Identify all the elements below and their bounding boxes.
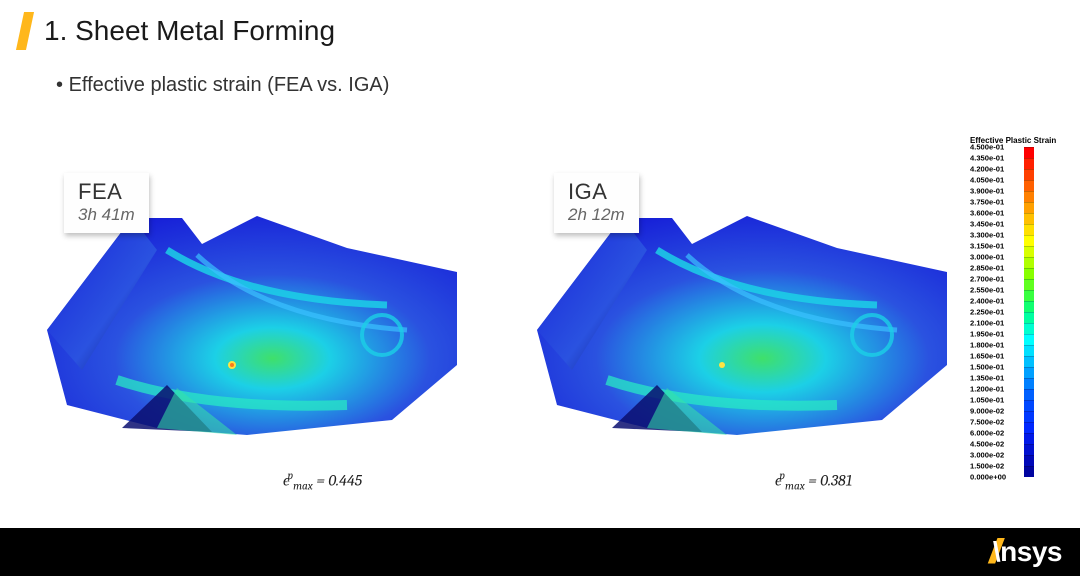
iga-panel: IGA 2h 12m	[502, 155, 972, 495]
iga-eps-caption: ϵpmax = 0.381	[775, 469, 852, 493]
legend-swatch	[1024, 257, 1034, 268]
ansys-logo: //\nsys	[989, 533, 1062, 572]
legend-swatch	[1024, 455, 1034, 466]
legend-swatch	[1024, 389, 1034, 400]
eps-value: = 0.381	[808, 472, 852, 490]
legend-swatch	[1024, 378, 1034, 389]
legend-swatch	[1024, 301, 1034, 312]
legend-swatch	[1024, 400, 1034, 411]
legend-value: 2.250e-01	[970, 308, 1020, 316]
comparison-content: FEA 3h 41m	[12, 155, 972, 495]
legend-value: 6.000e-02	[970, 429, 1020, 437]
fea-label-card: FEA 3h 41m	[64, 173, 149, 233]
legend-value: 3.900e-01	[970, 187, 1020, 195]
legend-value: 1.500e-01	[970, 363, 1020, 371]
legend-value: 1.500e-02	[970, 462, 1020, 470]
legend-swatch	[1024, 191, 1034, 202]
legend-swatch	[1024, 466, 1034, 477]
slide-title: 1. Sheet Metal Forming	[44, 15, 335, 47]
iga-label-card: IGA 2h 12m	[554, 173, 639, 233]
legend-value: 3.150e-01	[970, 242, 1020, 250]
legend-value: 7.500e-02	[970, 418, 1020, 426]
legend-swatch	[1024, 268, 1034, 279]
legend-value: 2.400e-01	[970, 297, 1020, 305]
legend-value: 3.000e-01	[970, 253, 1020, 261]
slide-subtitle: Effective plastic strain (FEA vs. IGA)	[0, 50, 1080, 97]
legend-swatch	[1024, 279, 1034, 290]
legend-value: 1.800e-01	[970, 341, 1020, 349]
logo-text: \nsys	[993, 536, 1062, 568]
legend-value: 2.850e-01	[970, 264, 1020, 272]
legend-swatch	[1024, 367, 1034, 378]
iga-contour-plot	[517, 210, 957, 445]
legend-value: 3.300e-01	[970, 231, 1020, 239]
legend-swatch	[1024, 323, 1034, 334]
footer-bar: //\nsys	[0, 528, 1080, 576]
legend-value: 2.100e-01	[970, 319, 1020, 327]
legend-value: 4.050e-01	[970, 176, 1020, 184]
fea-time-label: 3h 41m	[78, 205, 135, 225]
legend-swatch	[1024, 422, 1034, 433]
iga-method-label: IGA	[568, 179, 625, 205]
eps-value: = 0.445	[316, 472, 362, 490]
legend-value: 3.600e-01	[970, 209, 1020, 217]
legend-value: 3.450e-01	[970, 220, 1020, 228]
accent-bar-icon	[16, 12, 34, 50]
fea-panel: FEA 3h 41m	[12, 155, 482, 495]
legend-value: 1.050e-01	[970, 396, 1020, 404]
legend-swatch	[1024, 235, 1034, 246]
legend-value: 2.550e-01	[970, 286, 1020, 294]
legend-value: 1.200e-01	[970, 385, 1020, 393]
legend-swatch	[1024, 202, 1034, 213]
legend-swatch	[1024, 213, 1034, 224]
fea-method-label: FEA	[78, 179, 135, 205]
legend-swatch	[1024, 158, 1034, 169]
legend-value: 4.350e-01	[970, 154, 1020, 162]
fea-contour-plot	[27, 210, 467, 445]
eps-sub: max	[785, 480, 805, 493]
iga-time-label: 2h 12m	[568, 205, 625, 225]
legend-swatch	[1024, 345, 1034, 356]
legend-swatch	[1024, 147, 1034, 158]
legend-value: 1.650e-01	[970, 352, 1020, 360]
legend-value: 4.500e-02	[970, 440, 1020, 448]
legend-swatch	[1024, 169, 1034, 180]
legend-value: 9.000e-02	[970, 407, 1020, 415]
eps-sub: max	[293, 480, 313, 493]
legend-swatch	[1024, 356, 1034, 367]
legend-rows: 4.500e-014.350e-014.200e-014.050e-013.90…	[970, 147, 1074, 488]
legend-swatch	[1024, 180, 1034, 191]
legend-swatch	[1024, 290, 1034, 301]
legend-value: 4.500e-01	[970, 143, 1020, 151]
legend-swatch	[1024, 411, 1034, 422]
legend-row: 0.000e+00	[970, 477, 1074, 488]
fea-eps-caption: ϵpmax = 0.445	[283, 469, 362, 493]
legend-value: 1.350e-01	[970, 374, 1020, 382]
legend-value: 0.000e+00	[970, 473, 1020, 481]
legend-value: 4.200e-01	[970, 165, 1020, 173]
legend-swatch	[1024, 224, 1034, 235]
legend-value: 3.750e-01	[970, 198, 1020, 206]
legend-value: 1.950e-01	[970, 330, 1020, 338]
slide-header: 1. Sheet Metal Forming	[0, 0, 1080, 50]
legend-swatch	[1024, 433, 1034, 444]
color-legend: Effective Plastic Strain 4.500e-014.350e…	[970, 136, 1074, 488]
legend-value: 3.000e-02	[970, 451, 1020, 459]
legend-swatch	[1024, 334, 1034, 345]
legend-swatch	[1024, 312, 1034, 323]
legend-value: 2.700e-01	[970, 275, 1020, 283]
legend-swatch	[1024, 444, 1034, 455]
legend-swatch	[1024, 246, 1034, 257]
